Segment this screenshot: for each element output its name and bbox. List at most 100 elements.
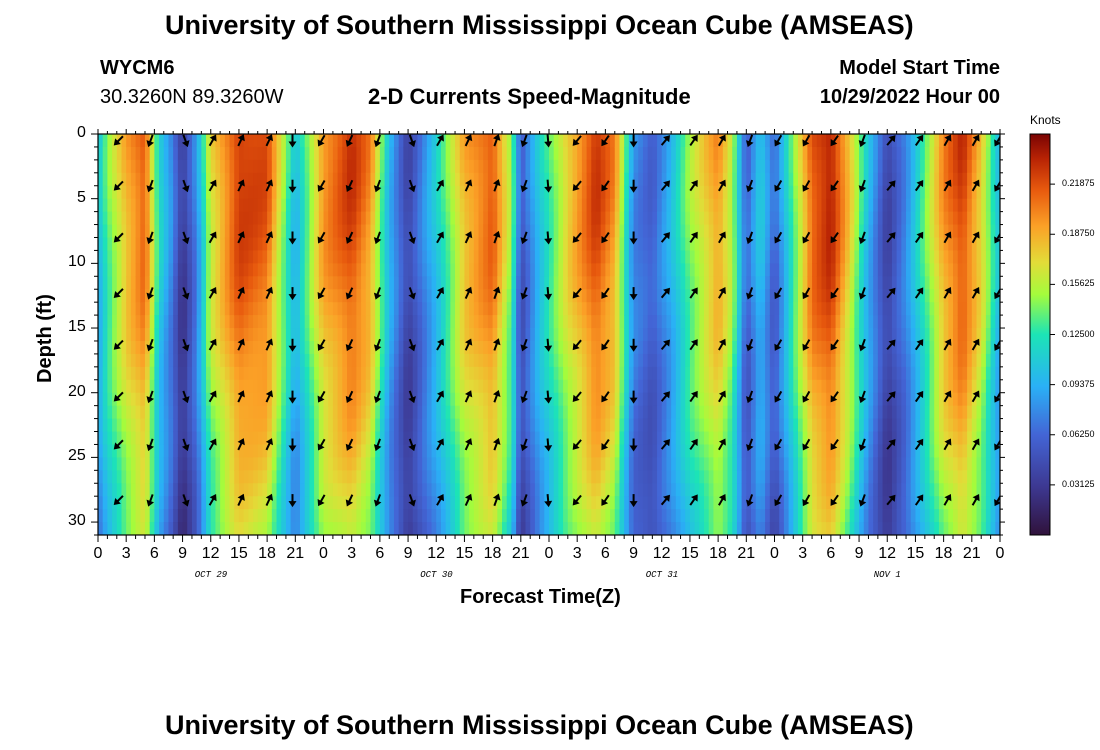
heat-cell <box>403 237 409 252</box>
heat-cell <box>793 276 799 290</box>
heat-cell <box>779 483 785 497</box>
heat-cell <box>285 379 292 394</box>
heat-cell <box>544 444 550 458</box>
heat-cell <box>267 276 273 290</box>
heat-cell <box>516 457 522 471</box>
heat-cell <box>671 509 677 523</box>
heat-cell <box>732 159 738 174</box>
heat-cell <box>318 263 325 277</box>
heat-cell <box>431 198 437 213</box>
heat-cell <box>530 289 536 303</box>
heat-cell <box>464 276 470 290</box>
heat-cell <box>835 159 841 174</box>
heat-cell <box>182 353 188 368</box>
heat-cell <box>840 470 846 484</box>
heat-cell <box>332 470 339 484</box>
heat-cell <box>116 237 123 252</box>
heat-cell <box>168 328 174 342</box>
heat-cell <box>116 159 123 174</box>
heat-cell <box>224 405 231 420</box>
heat-cell <box>572 328 578 342</box>
heat-cell <box>774 185 780 200</box>
heat-cell <box>412 418 419 433</box>
heat-cell <box>140 198 146 213</box>
heat-cell <box>492 328 498 342</box>
heat-cell <box>534 134 541 148</box>
heat-cell <box>797 185 804 200</box>
heat-cell <box>774 146 780 161</box>
heat-cell <box>478 340 484 355</box>
heat-cell <box>389 392 395 407</box>
heat-cell <box>450 263 456 277</box>
heat-cell <box>196 198 202 213</box>
heat-cell <box>196 457 202 471</box>
heat-cell <box>610 146 616 161</box>
heat-cell <box>713 366 719 381</box>
heat-cell <box>281 250 287 264</box>
heat-cell <box>572 522 578 535</box>
heat-cell <box>605 340 611 355</box>
heat-cell <box>788 522 794 535</box>
heat-cell <box>389 211 395 226</box>
heat-cell <box>558 496 564 510</box>
heat-cell <box>243 379 249 394</box>
heat-cell <box>704 250 710 264</box>
heat-cell <box>807 134 813 148</box>
heat-cell <box>783 470 790 484</box>
heat-cell <box>520 198 527 213</box>
heat-cell <box>464 250 470 264</box>
heat-cell <box>563 289 569 303</box>
heat-cell <box>694 418 700 433</box>
heat-cell <box>816 444 823 458</box>
heat-cell <box>422 340 428 355</box>
heat-cell <box>511 379 517 394</box>
heat-cell <box>300 276 306 290</box>
heat-cell <box>741 146 747 161</box>
heat-cell <box>304 185 311 200</box>
heat-cell <box>210 263 217 277</box>
heat-cell <box>159 198 165 213</box>
heat-cell <box>309 522 315 535</box>
heat-cell <box>116 379 123 394</box>
heat-cell <box>506 418 513 433</box>
heat-cell <box>464 211 470 226</box>
heat-cell <box>422 418 428 433</box>
heat-cell <box>196 328 202 342</box>
heat-cell <box>351 302 357 316</box>
heat-cell <box>314 315 320 329</box>
heat-cell <box>206 340 212 355</box>
heat-cell <box>591 509 597 523</box>
heat-cell <box>633 483 639 497</box>
heat-cell <box>797 224 804 239</box>
heat-cell <box>163 444 170 458</box>
heat-cell <box>704 237 710 252</box>
heat-cell <box>642 276 649 290</box>
heat-cell <box>248 405 254 420</box>
heat-cell <box>628 263 635 277</box>
heat-cell <box>506 353 513 368</box>
heat-cell <box>290 405 296 420</box>
heat-cell <box>788 263 794 277</box>
heat-cell <box>234 172 240 187</box>
heat-cell <box>779 496 785 510</box>
heat-cell <box>422 289 428 303</box>
heat-cell <box>666 302 672 316</box>
heat-cell <box>351 444 357 458</box>
heat-cell <box>384 405 390 420</box>
heat-cell <box>826 405 832 420</box>
heat-cell <box>751 392 757 407</box>
heat-cell <box>361 509 367 523</box>
heat-cell <box>516 366 522 381</box>
heat-cell <box>234 328 240 342</box>
heat-cell <box>177 159 184 174</box>
heat-cell <box>727 457 733 471</box>
heat-cell <box>351 250 357 264</box>
heat-cell <box>736 159 743 174</box>
heat-cell <box>736 146 743 161</box>
heat-cell <box>121 185 127 200</box>
heat-cell <box>666 405 672 420</box>
heat-cell <box>685 522 691 535</box>
heat-cell <box>201 431 207 446</box>
heat-cell <box>844 146 851 161</box>
heat-cell <box>450 328 456 342</box>
